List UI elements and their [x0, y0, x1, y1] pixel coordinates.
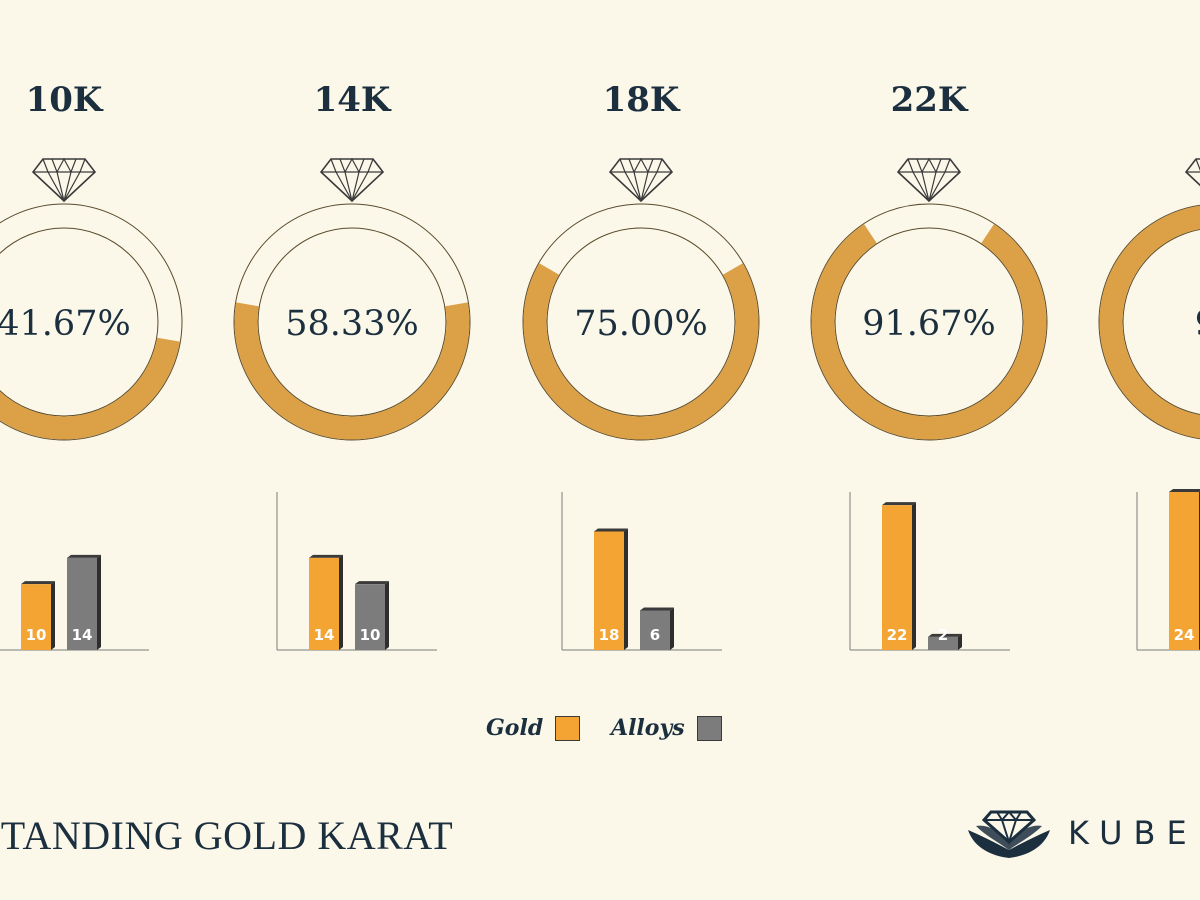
bar-value-label: 10	[26, 626, 47, 644]
bar-gold	[882, 502, 916, 650]
diamond-icon	[319, 157, 385, 203]
legend-item-gold: Gold	[486, 712, 581, 744]
brand-name: KUBE	[1068, 814, 1198, 852]
bar-value-label: 24	[1174, 626, 1195, 644]
bar-value-label: 18	[599, 626, 620, 644]
gold-percent-label: 41.67%	[0, 304, 131, 344]
gold-percent-label: 91.67%	[862, 304, 996, 344]
ring-gold-fill	[1099, 205, 1200, 439]
bar-value-label: 14	[314, 626, 335, 644]
bar-value-label: 6	[650, 626, 660, 644]
legend-item-alloys: Alloys	[611, 712, 722, 744]
diamond-icon	[608, 157, 674, 203]
ring-inner-outline	[1122, 229, 1200, 415]
ring-inner-outline	[546, 227, 736, 417]
gold-percent-label: 99	[1107, 304, 1200, 344]
bar-gold	[21, 581, 55, 650]
ring-inner-outline	[0, 227, 159, 417]
karat-label: 2	[1127, 80, 1200, 120]
legend-gold-label: Gold	[486, 715, 544, 741]
bar-value-label: 10	[360, 626, 381, 644]
ring-outer-outline	[1098, 204, 1200, 440]
bar-alloys	[640, 607, 674, 650]
ring-gold-fill	[811, 224, 1047, 440]
bar-gold	[594, 528, 628, 650]
diamond-icon	[896, 157, 962, 203]
bar-value-label: 22	[887, 626, 908, 644]
legend-alloys-label: Alloys	[611, 715, 685, 741]
bar-gold	[309, 554, 343, 650]
ring-outer-outline	[522, 203, 760, 441]
ring-gold-fill	[0, 337, 180, 440]
karat-label: 10K	[25, 80, 103, 120]
ring-gold-fill	[523, 263, 759, 440]
bar-alloys	[67, 554, 101, 650]
ring-inner-outline	[257, 227, 447, 417]
footer-title: STANDING GOLD KARAT	[0, 813, 454, 858]
gold-percent-label: 75.00%	[574, 304, 708, 344]
legend-alloys-swatch	[696, 715, 722, 741]
diamond-icon	[31, 157, 97, 203]
gold-percent-label: 58.33%	[285, 304, 419, 344]
diamond-lotus-logo-icon	[968, 810, 1050, 858]
bar-alloys	[355, 581, 389, 650]
legend-gold-swatch	[555, 715, 581, 741]
bar-value-label: 2	[938, 626, 948, 644]
karat-label: 22K	[890, 80, 968, 120]
karat-label: 18K	[602, 80, 680, 120]
ring-outer-outline	[233, 203, 471, 441]
ring-outer-outline	[810, 203, 1048, 441]
bar-alloys	[928, 633, 962, 650]
ring-outer-outline	[0, 203, 183, 441]
karat-label: 14K	[313, 80, 391, 120]
ring-gold-fill	[234, 302, 470, 440]
bar-value-label: 14	[72, 626, 93, 644]
ring-inner-outline	[834, 227, 1024, 417]
diamond-icon	[1184, 158, 1200, 187]
